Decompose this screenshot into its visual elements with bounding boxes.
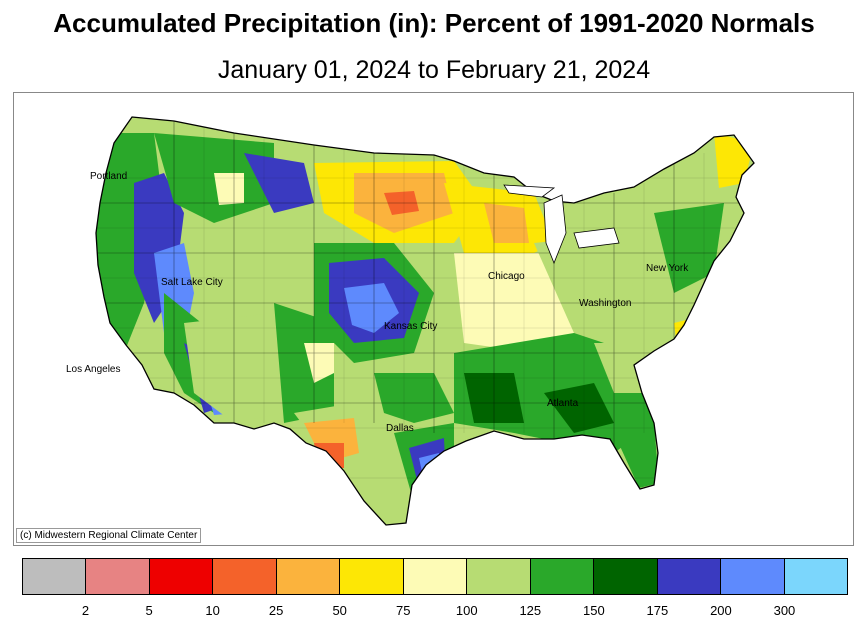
legend-tick-label: 200 (710, 603, 732, 618)
legend-swatch (403, 559, 468, 594)
legend-tick-label: 125 (519, 603, 542, 618)
map-subtitle: January 01, 2024 to February 21, 2024 (217, 56, 651, 84)
state-boundaries (96, 121, 754, 453)
city-label-salt-lake-city: Salt Lake City (161, 277, 223, 288)
legend-tick-label: 25 (268, 603, 284, 618)
legend-swatch (213, 559, 277, 594)
legend-swatch (86, 559, 150, 594)
legend-tick-label: 2 (81, 603, 90, 618)
color-legend-bar (22, 558, 848, 595)
city-label-portland: Portland (90, 171, 128, 182)
lake-michigan (543, 194, 567, 265)
legend-swatch (149, 559, 214, 594)
legend-tick-label: 10 (205, 603, 220, 618)
us-outline (95, 116, 755, 526)
legend-swatch (784, 559, 848, 594)
map-panel: Portland Salt Lake City Los Angeles Kans… (13, 92, 854, 546)
lake-erie (573, 227, 620, 249)
legend-swatch (657, 559, 722, 594)
legend-tick-label: 100 (455, 603, 478, 618)
city-label-los-angeles: Los Angeles (66, 364, 121, 375)
lake-superior (503, 184, 556, 198)
legend-swatch (276, 559, 341, 594)
credit-label: (c) Midwestern Regional Climate Center (16, 528, 202, 543)
city-label-washington: Washington (579, 298, 632, 309)
city-label-dallas: Dallas (386, 423, 414, 434)
legend-tick-label: 50 (332, 603, 347, 618)
map-title: Accumulated Precipitation (in): Percent … (53, 8, 815, 38)
legend-tick-label: 175 (646, 603, 669, 618)
city-label-new-york: New York (646, 263, 689, 274)
legend-swatch (530, 559, 595, 594)
legend-tick-label: 300 (773, 603, 796, 618)
city-label-chicago: Chicago (488, 271, 525, 282)
legend-swatch (467, 559, 531, 594)
legend-swatch (23, 559, 87, 594)
legend-tick-label: 150 (582, 603, 605, 618)
legend-tick-label: 5 (145, 603, 153, 618)
us-precipitation-map (95, 116, 755, 526)
county-boundaries (96, 123, 754, 479)
legend-swatch (721, 559, 785, 594)
legend-swatch (340, 559, 404, 594)
legend-swatch (594, 559, 658, 594)
city-label-kansas-city: Kansas City (384, 321, 438, 332)
city-label-atlanta: Atlanta (547, 398, 579, 409)
legend-tick-label: 75 (395, 603, 411, 618)
